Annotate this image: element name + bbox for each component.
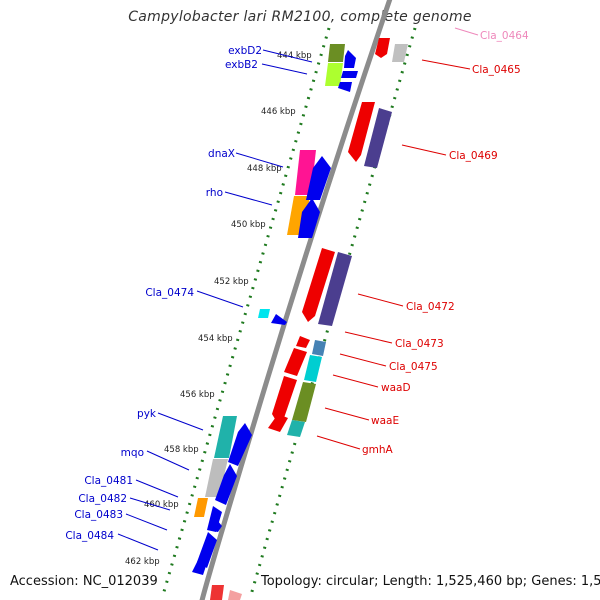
gene-arrow: [228, 423, 252, 466]
gene-label[interactable]: Cla_0482: [78, 493, 127, 505]
gene-bottom-pink: [228, 590, 242, 600]
gene-label[interactable]: Cla_0483: [74, 509, 123, 521]
gene-purple: [364, 108, 392, 168]
gene-bottom-cog: [210, 585, 224, 600]
blue-strand-features: [192, 50, 358, 575]
gene-label[interactable]: Cla_0473: [395, 338, 444, 350]
gene-arrow: [197, 532, 217, 568]
gene-label[interactable]: Cla_0474: [145, 287, 194, 299]
gene-waaD-cog: [304, 355, 322, 382]
right-leader-lines: [316, 59, 471, 450]
gene-arrow: [215, 464, 237, 505]
gene-label[interactable]: mqo: [121, 447, 144, 459]
gene-label[interactable]: waaD: [381, 382, 411, 394]
scale-label: 460 kbp: [144, 500, 179, 510]
gene-grey: [392, 44, 408, 62]
gene-label[interactable]: exbD2: [228, 45, 262, 57]
gene-Cla0475: [284, 348, 307, 376]
scale-label: 462 kbp: [125, 557, 160, 567]
scale-label: 452 kbp: [214, 277, 249, 287]
genome-summary-text: Topology: circular; Length: 1,525,460 bp…: [261, 574, 600, 589]
gene-waaD: [272, 376, 297, 424]
gene-label[interactable]: Cla_0484: [65, 530, 114, 542]
gene-Cla0473: [296, 336, 310, 348]
gene-arrow: [271, 314, 287, 325]
scale-label: 454 kbp: [198, 334, 233, 344]
forward-strand-features: [228, 38, 408, 600]
gene-label[interactable]: Cla_0475: [389, 361, 438, 373]
gene-label[interactable]: Cla_0481: [84, 475, 133, 487]
gene-purple-2: [318, 252, 352, 326]
gene-arrow: [208, 520, 222, 532]
gene-Cla0472: [302, 248, 335, 322]
gene-label[interactable]: gmhA: [362, 444, 394, 456]
gene-label[interactable]: pyk: [137, 408, 157, 420]
left-leader-lines: [117, 49, 313, 551]
gene-label[interactable]: Cla_0472: [406, 301, 455, 313]
gene-Cla0474-cog: [258, 309, 270, 318]
gene-label[interactable]: exbB2: [225, 59, 258, 71]
gene-label[interactable]: Cla_0469: [449, 150, 498, 162]
scale-label: 446 kbp: [261, 107, 296, 117]
gene-mqo-cog: [205, 459, 228, 497]
genome-backbone: [199, 0, 393, 600]
gene-steelblue: [312, 340, 326, 356]
scale-label: 444 kbp: [277, 51, 312, 61]
gene-arrow: [344, 50, 356, 68]
gene-arrow: [338, 82, 352, 92]
faded-leader-line: [454, 27, 479, 36]
gene-waaE-2: [268, 414, 288, 432]
gene-Cla0465: [375, 38, 390, 58]
scale-label: 456 kbp: [180, 390, 215, 400]
scale-label: 448 kbp: [247, 164, 282, 174]
accession-text: Accession: NC_012039: [10, 574, 158, 589]
gene-pyk-cog: [214, 416, 237, 458]
gene-Cla0481-cog: [194, 498, 208, 517]
gene-label[interactable]: Cla_0465: [472, 64, 521, 76]
scale-label: 458 kbp: [164, 445, 199, 455]
gene-arrow: [306, 156, 331, 200]
gene-Cla0469: [348, 102, 375, 162]
scale-label: 450 kbp: [231, 220, 266, 230]
gene-arrow: [207, 506, 222, 532]
gene-label[interactable]: rho: [206, 187, 223, 199]
gene-label[interactable]: Cla_0464: [480, 30, 529, 42]
gene-arrow: [341, 71, 358, 78]
gene-gmhA: [287, 420, 305, 437]
gene-waaE: [292, 382, 316, 422]
gene-exbB2-cog: [325, 63, 343, 86]
gene-arrow: [192, 560, 206, 575]
gene-exbD2-cog: [328, 44, 345, 62]
gene-label[interactable]: dnaX: [208, 148, 235, 160]
gene-label[interactable]: waaE: [371, 415, 399, 427]
gene-arrow: [298, 198, 320, 238]
